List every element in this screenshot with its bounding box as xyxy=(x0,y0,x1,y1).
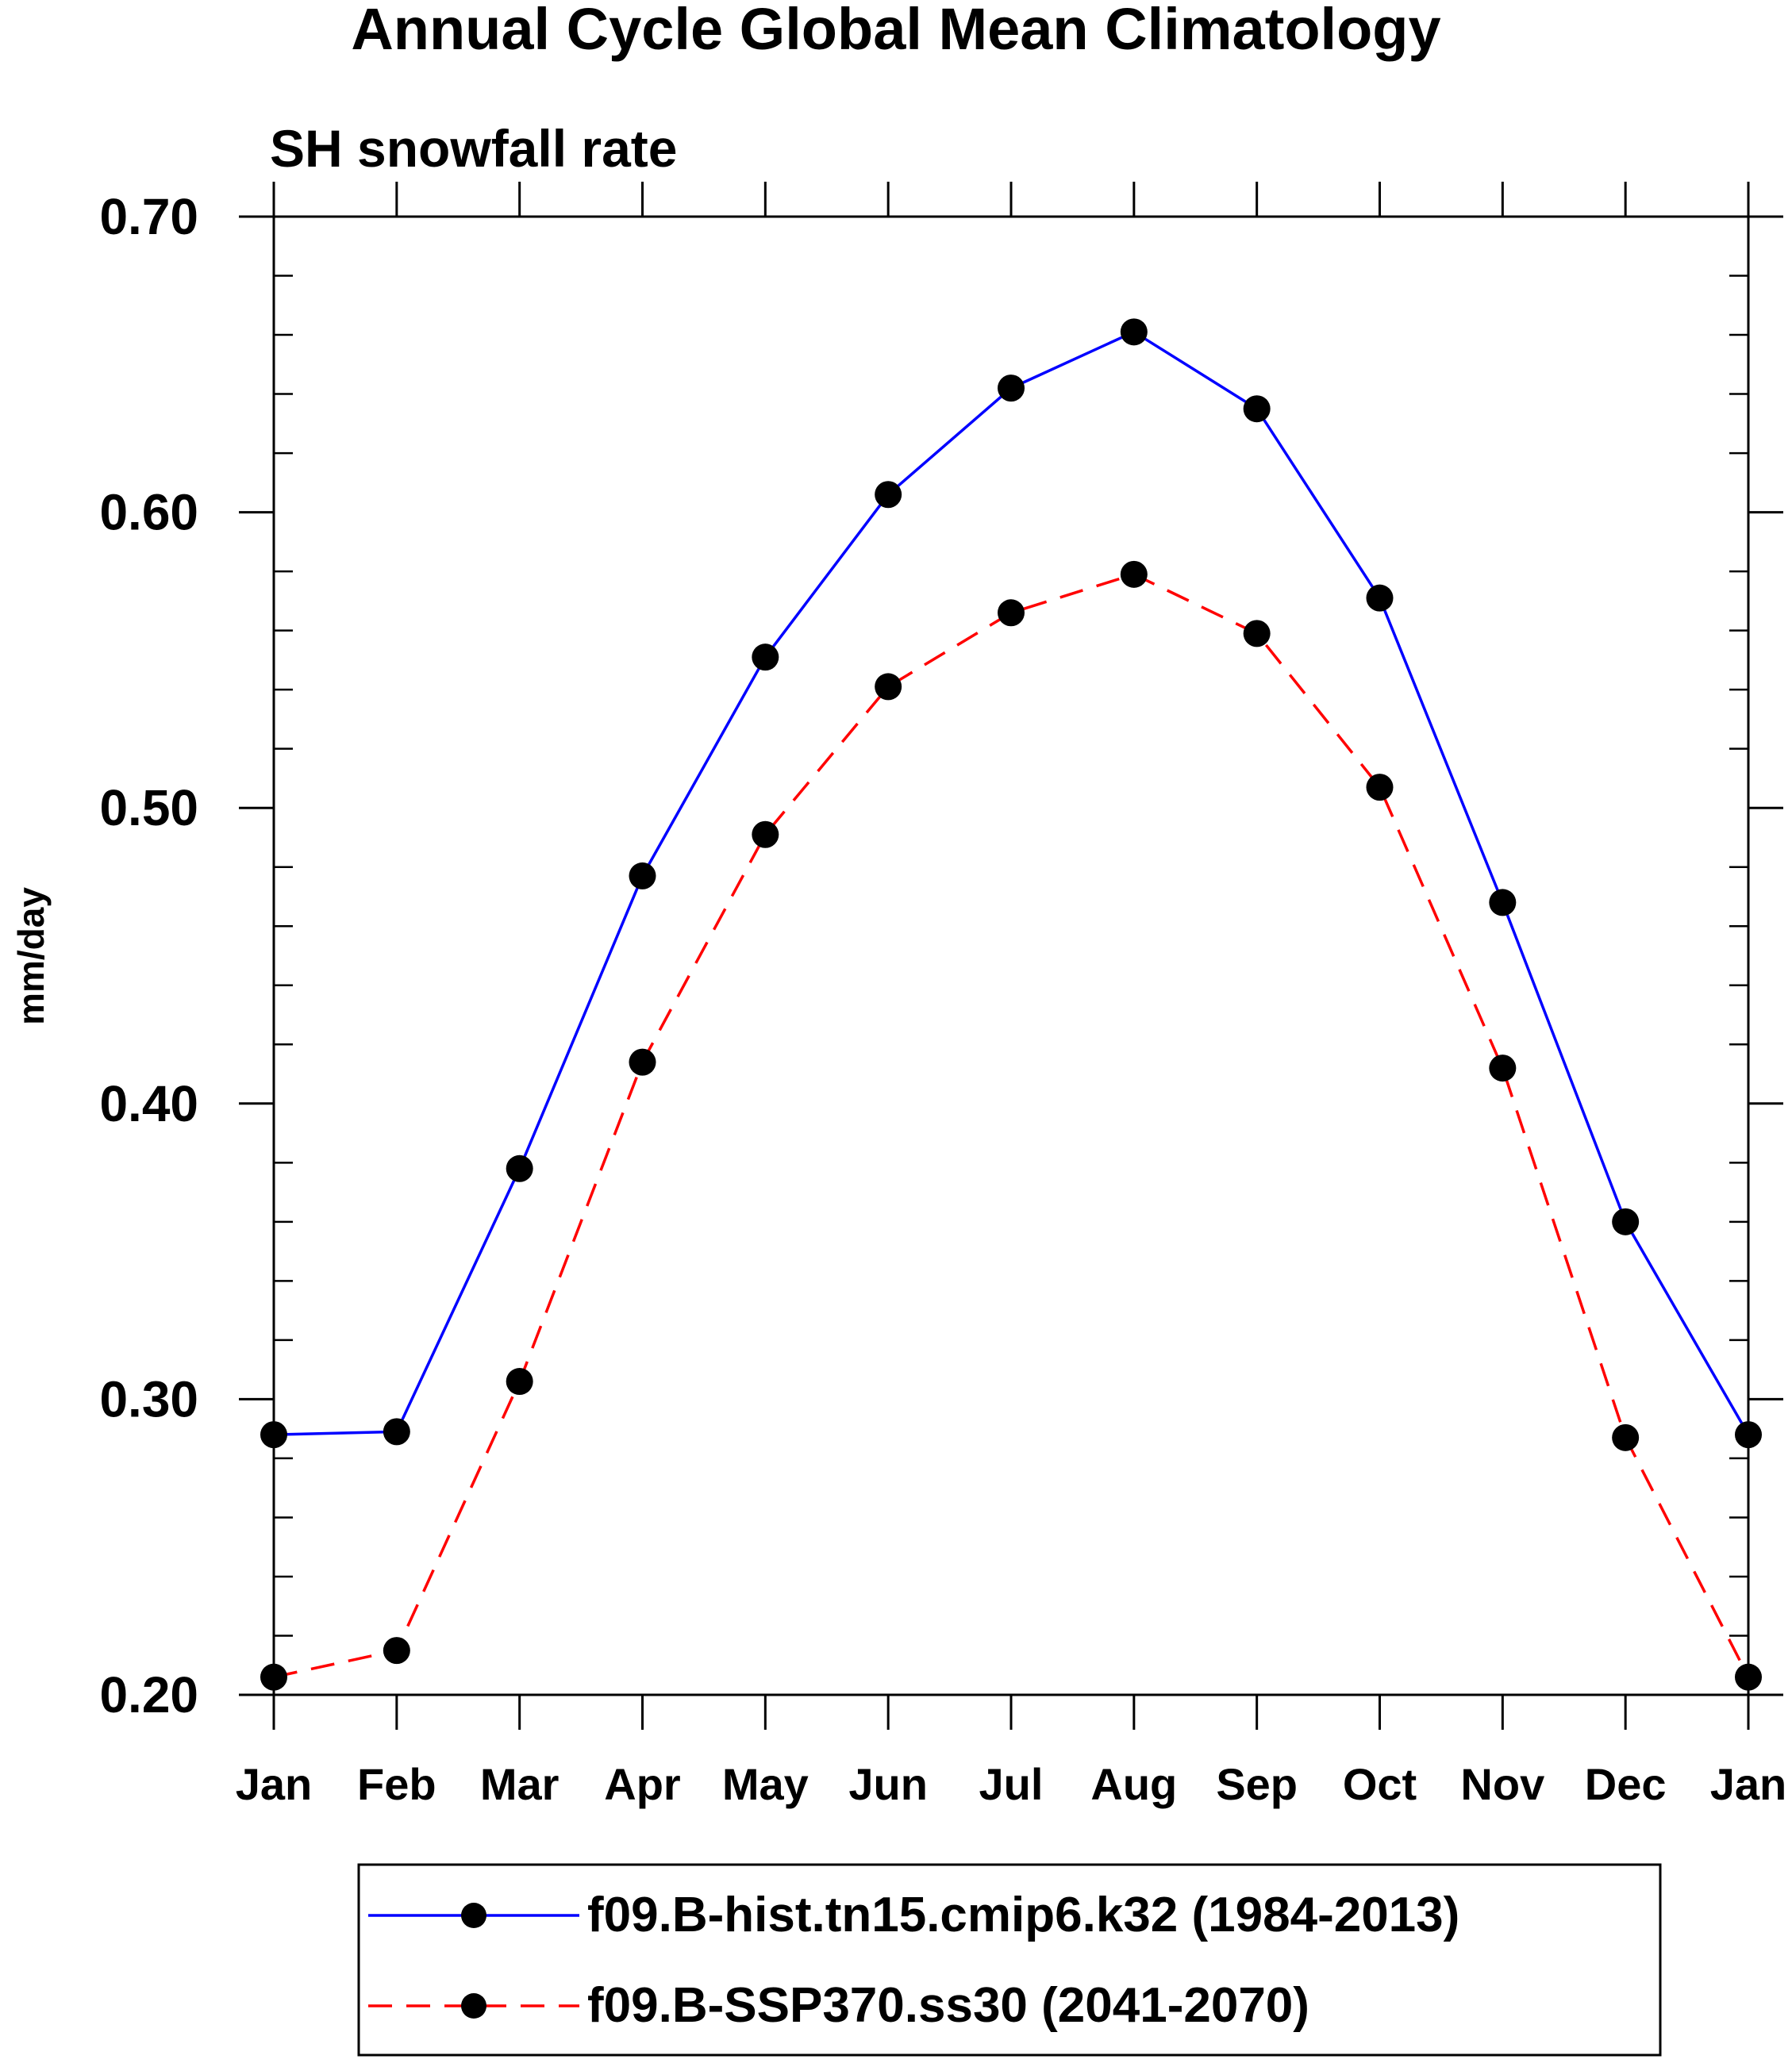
y-tick-label: 0.50 xyxy=(99,779,198,836)
series-markers xyxy=(260,318,1762,1691)
y-tick-label: 0.30 xyxy=(99,1370,198,1427)
series-line-1 xyxy=(273,573,1750,1679)
x-tick-label: Nov xyxy=(1460,1759,1544,1809)
legend-entry-ssp370: f09.B-SSP370.ss30 (2041-2070) xyxy=(368,1978,1309,2033)
chart-title: Annual Cycle Global Mean Climatology xyxy=(351,0,1440,62)
x-tick-label: Jul xyxy=(979,1759,1044,1809)
series-1-point xyxy=(1489,1055,1517,1082)
x-tick-label: Apr xyxy=(604,1759,680,1809)
series-0-point xyxy=(998,375,1025,402)
plot-frame xyxy=(272,215,1750,1696)
x-tick-label: Mar xyxy=(480,1759,560,1809)
series-line-0 xyxy=(273,330,1750,1436)
y-tick-label: 0.20 xyxy=(99,1666,198,1723)
y-tick-label: 0.70 xyxy=(99,188,198,245)
series-0-point xyxy=(1366,584,1394,612)
legend-entry-hist: f09.B-hist.tn15.cmip6.k32 (1984-2013) xyxy=(368,1888,1459,1942)
legend-label-hist: f09.B-hist.tn15.cmip6.k32 (1984-2013) xyxy=(587,1888,1459,1942)
y-tick-label: 0.60 xyxy=(99,484,198,541)
x-tick-label: Dec xyxy=(1585,1759,1667,1809)
series-1-point xyxy=(752,820,779,848)
x-tick-label: May xyxy=(722,1759,809,1809)
x-tick-label: Feb xyxy=(357,1759,436,1809)
series-0-point xyxy=(1612,1208,1640,1235)
series-0-point xyxy=(506,1154,533,1182)
series-0-point xyxy=(629,862,656,889)
series-1-point xyxy=(1120,560,1148,588)
legend-marker-ssp370 xyxy=(461,1993,486,2019)
series-1-point xyxy=(998,599,1025,627)
series-1-point xyxy=(1366,774,1394,801)
series-0-point xyxy=(383,1418,410,1446)
plot-border xyxy=(272,215,1750,1696)
series-1-point xyxy=(506,1368,533,1396)
x-tick-label: Jun xyxy=(848,1759,928,1809)
series-0-point xyxy=(1243,395,1271,423)
x-tick-label: Jan xyxy=(1710,1759,1787,1809)
x-tick-label: Jan xyxy=(236,1759,313,1809)
series-0-point xyxy=(1489,889,1517,916)
x-tick-label: Sep xyxy=(1216,1759,1298,1809)
x-tick-label: Oct xyxy=(1343,1759,1417,1809)
series-0-point xyxy=(1735,1421,1762,1449)
series-1-point xyxy=(260,1663,287,1691)
legend-marker-hist xyxy=(461,1903,486,1928)
series-1-point xyxy=(875,673,902,701)
series-0-point xyxy=(752,643,779,671)
series-0-point xyxy=(1120,318,1148,346)
series-0-point xyxy=(875,481,902,509)
series-0-point xyxy=(260,1421,287,1449)
legend-label-ssp370: f09.B-SSP370.ss30 (2041-2070) xyxy=(587,1978,1309,2033)
series-1-point xyxy=(1243,620,1271,647)
axis-ticks: Jan Feb Mar Apr May Jun Jul Aug Sep Oct Nov Dec Jan 0… xyxy=(99,182,1786,1809)
x-tick-label: Aug xyxy=(1090,1759,1177,1809)
y-axis-label: mm/day xyxy=(10,887,52,1025)
legend: f09.B-hist.tn15.cmip6.k32 (1984-2013) f0… xyxy=(357,1863,1662,2057)
chart-subtitle: SH snowfall rate xyxy=(270,119,677,178)
series-1-point xyxy=(1612,1423,1640,1451)
series-1-point xyxy=(1735,1663,1762,1691)
y-tick-label: 0.40 xyxy=(99,1075,198,1132)
series-1-point xyxy=(383,1637,410,1665)
legend-box xyxy=(357,1863,1662,2057)
series-lines xyxy=(273,330,1750,1679)
series-1-point xyxy=(629,1048,656,1076)
